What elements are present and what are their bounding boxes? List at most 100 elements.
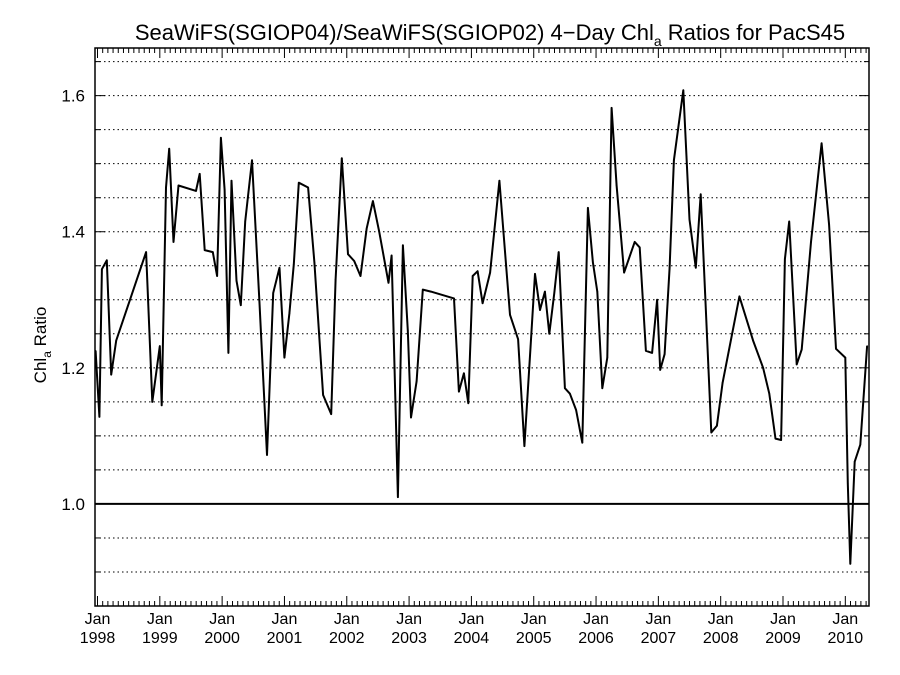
data-point <box>115 339 117 342</box>
data-point <box>430 290 432 293</box>
x-axis: Jan 1998 Jan 1999 Jan 2000 Jan 2001 Jan 2002 Jan 20… <box>80 48 867 647</box>
data-point <box>407 329 409 332</box>
x-tick-label-year: 2003 <box>391 630 427 647</box>
data-point <box>668 266 671 269</box>
data-point <box>569 392 571 395</box>
data-point <box>235 279 238 282</box>
data-point <box>673 159 675 162</box>
data-point <box>849 563 852 565</box>
x-tick-label-year: 1999 <box>142 630 178 647</box>
data-point <box>534 273 536 275</box>
chart-title-main: SeaWiFS(SGIOP04)/SeaWiFS(SGIOP02) 4−Day … <box>135 20 654 45</box>
x-tick-label-month: Jan <box>334 611 360 628</box>
data-point <box>659 369 662 371</box>
y-tick-label: 1.0 <box>61 495 85 514</box>
data-point <box>539 309 541 311</box>
data-point <box>553 292 556 294</box>
x-tick-label-month: Jan <box>85 611 111 628</box>
x-tick-label-month: Jan <box>521 611 547 628</box>
data-point <box>523 445 526 447</box>
data-point <box>297 181 300 184</box>
data-point <box>800 348 803 351</box>
data-point <box>656 298 658 301</box>
data-point <box>615 184 618 187</box>
x-tick-label-year: 1998 <box>80 630 116 647</box>
x-tick-label-month: Jan <box>209 611 235 628</box>
data-point <box>853 460 856 463</box>
data-point <box>699 193 702 196</box>
data-point <box>313 261 316 264</box>
data-point <box>575 409 577 411</box>
data-point <box>340 157 343 160</box>
data-point <box>835 347 837 350</box>
data-point <box>322 394 324 396</box>
y-tick-label: 1.6 <box>61 87 85 106</box>
x-tick-label-year: 2002 <box>329 630 365 647</box>
data-point <box>762 367 764 369</box>
chart-title-subscript: a <box>654 33 662 49</box>
data-point <box>721 382 724 384</box>
data-point <box>272 292 275 294</box>
x-tick-label-month: Jan <box>708 611 734 628</box>
data-point <box>596 290 599 293</box>
data-point <box>330 413 332 415</box>
data-point <box>258 302 261 304</box>
x-tick-label-year: 2001 <box>267 630 303 647</box>
data-point <box>859 443 862 446</box>
y-axis-label-tail: Ratio <box>31 307 50 351</box>
data-point <box>151 401 154 403</box>
data-point <box>110 373 113 376</box>
data-point <box>159 345 161 347</box>
data-point <box>463 372 465 375</box>
data-point <box>266 454 268 456</box>
data-point <box>820 142 823 145</box>
data-point <box>168 147 170 150</box>
data-point <box>372 200 374 202</box>
x-tick-label-month: Jan <box>770 611 796 628</box>
data-point <box>378 230 380 233</box>
data-point <box>347 253 349 255</box>
data-point <box>606 356 609 359</box>
data-point <box>251 159 253 162</box>
x-tick-label-year: 2005 <box>516 630 552 647</box>
data-point <box>738 295 741 298</box>
data-point <box>663 353 666 356</box>
data-point <box>784 258 786 260</box>
data-point <box>227 352 230 354</box>
data-point <box>529 345 532 347</box>
data-point <box>101 268 103 270</box>
y-axis: 1.0 1.2 1.4 1.6 <box>61 61 869 607</box>
data-point <box>467 402 470 405</box>
data-point <box>710 431 713 434</box>
data-point <box>223 188 226 191</box>
data-point <box>165 186 167 189</box>
data-point <box>509 313 511 316</box>
data-point <box>390 254 393 257</box>
data-point <box>795 363 798 366</box>
data-point <box>172 241 175 243</box>
data-point <box>844 356 847 359</box>
data-point <box>866 345 868 347</box>
x-tick-label-year: 2008 <box>703 630 739 647</box>
data-point <box>557 251 560 253</box>
data-point <box>682 89 685 91</box>
data-point <box>220 137 222 139</box>
data-point <box>211 251 214 253</box>
data-point <box>203 249 206 251</box>
data-point <box>564 387 566 390</box>
data-point <box>694 266 697 269</box>
data-point <box>476 270 479 273</box>
x-tick-label-year: 2004 <box>454 630 490 647</box>
data-point <box>471 275 474 277</box>
data-point <box>240 304 242 307</box>
x-tick-label-month: Jan <box>832 611 858 628</box>
data-point <box>774 437 777 440</box>
data-point <box>544 290 546 293</box>
data-point <box>601 387 604 390</box>
plot-frame <box>94 47 870 607</box>
data-point <box>195 190 197 192</box>
data-points <box>94 89 868 565</box>
gridlines <box>95 61 869 573</box>
data-point <box>397 496 399 498</box>
data-point <box>283 356 286 359</box>
